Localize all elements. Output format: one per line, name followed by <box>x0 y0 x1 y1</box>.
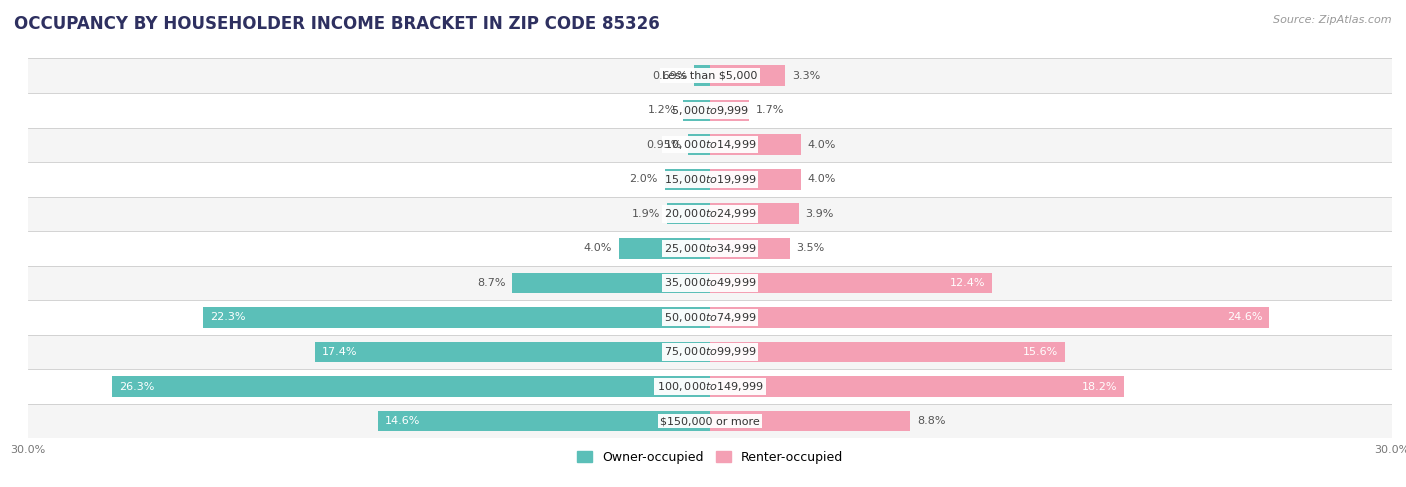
Text: 26.3%: 26.3% <box>120 381 155 392</box>
Bar <box>710 100 748 121</box>
Text: 3.3%: 3.3% <box>792 71 820 81</box>
Bar <box>28 58 1392 93</box>
Text: 14.6%: 14.6% <box>385 416 420 426</box>
Bar <box>689 134 710 155</box>
Text: Less than $5,000: Less than $5,000 <box>662 71 758 81</box>
Text: $50,000 to $74,999: $50,000 to $74,999 <box>664 311 756 324</box>
Text: $15,000 to $19,999: $15,000 to $19,999 <box>664 173 756 186</box>
Bar <box>28 404 1392 438</box>
Bar <box>710 273 991 293</box>
Bar <box>710 134 801 155</box>
Text: 1.2%: 1.2% <box>648 105 676 115</box>
Bar <box>28 369 1392 404</box>
Text: 8.7%: 8.7% <box>477 278 506 288</box>
Bar <box>710 376 1123 397</box>
Bar <box>710 65 785 86</box>
Bar <box>202 307 710 328</box>
Bar <box>28 162 1392 197</box>
Bar <box>512 273 710 293</box>
Bar <box>378 411 710 431</box>
Text: $20,000 to $24,999: $20,000 to $24,999 <box>664 207 756 220</box>
Text: 2.0%: 2.0% <box>630 174 658 184</box>
Text: $150,000 or more: $150,000 or more <box>661 416 759 426</box>
Bar <box>112 376 710 397</box>
Text: 4.0%: 4.0% <box>808 140 837 150</box>
Text: 0.95%: 0.95% <box>647 140 682 150</box>
Bar <box>666 204 710 224</box>
Bar <box>710 169 801 189</box>
Text: 0.69%: 0.69% <box>652 71 688 81</box>
Bar <box>683 100 710 121</box>
Text: $25,000 to $34,999: $25,000 to $34,999 <box>664 242 756 255</box>
Text: 18.2%: 18.2% <box>1081 381 1116 392</box>
Bar <box>28 197 1392 231</box>
Text: $75,000 to $99,999: $75,000 to $99,999 <box>664 345 756 358</box>
Text: 4.0%: 4.0% <box>808 174 837 184</box>
Bar <box>28 265 1392 300</box>
Text: OCCUPANCY BY HOUSEHOLDER INCOME BRACKET IN ZIP CODE 85326: OCCUPANCY BY HOUSEHOLDER INCOME BRACKET … <box>14 15 659 33</box>
Bar <box>28 335 1392 369</box>
Bar <box>710 238 790 259</box>
Bar <box>28 300 1392 335</box>
Bar <box>710 341 1064 362</box>
Text: $35,000 to $49,999: $35,000 to $49,999 <box>664 277 756 289</box>
Text: $100,000 to $149,999: $100,000 to $149,999 <box>657 380 763 393</box>
Bar <box>665 169 710 189</box>
Text: 4.0%: 4.0% <box>583 244 612 253</box>
Text: 12.4%: 12.4% <box>949 278 986 288</box>
Text: 17.4%: 17.4% <box>322 347 357 357</box>
Text: 1.7%: 1.7% <box>755 105 785 115</box>
Legend: Owner-occupied, Renter-occupied: Owner-occupied, Renter-occupied <box>572 446 848 468</box>
Text: $5,000 to $9,999: $5,000 to $9,999 <box>671 104 749 117</box>
Bar <box>710 307 1270 328</box>
Text: 24.6%: 24.6% <box>1227 313 1263 322</box>
Text: Source: ZipAtlas.com: Source: ZipAtlas.com <box>1274 15 1392 25</box>
Bar <box>28 128 1392 162</box>
Text: 22.3%: 22.3% <box>209 313 246 322</box>
Text: 3.5%: 3.5% <box>796 244 825 253</box>
Text: 1.9%: 1.9% <box>631 209 659 219</box>
Bar <box>710 411 910 431</box>
Bar <box>28 231 1392 265</box>
Bar <box>28 93 1392 128</box>
Text: 15.6%: 15.6% <box>1022 347 1057 357</box>
Bar <box>695 65 710 86</box>
Bar <box>710 204 799 224</box>
Bar <box>315 341 710 362</box>
Text: 3.9%: 3.9% <box>806 209 834 219</box>
Text: $10,000 to $14,999: $10,000 to $14,999 <box>664 138 756 151</box>
Bar <box>619 238 710 259</box>
Text: 8.8%: 8.8% <box>917 416 945 426</box>
